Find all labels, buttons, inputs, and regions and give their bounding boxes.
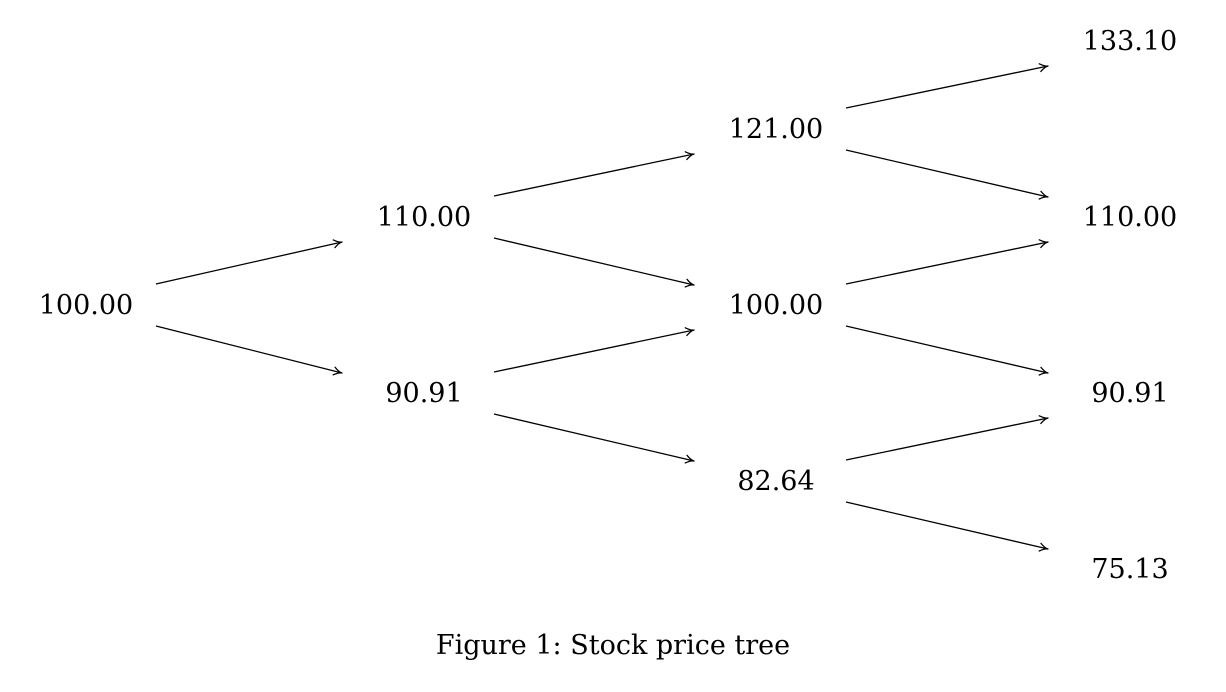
tree-edge-arrow	[155, 325, 343, 376]
tree-edge-arrow	[493, 413, 695, 464]
tree-edge-arrow	[493, 237, 695, 288]
tree-edge-arrow	[845, 501, 1049, 552]
tree-edge-arrow	[845, 325, 1049, 376]
tree-edge-arrow	[155, 239, 343, 285]
tree-node-l3-0: 133.10	[1083, 26, 1177, 57]
tree-node-l2-2: 82.64	[737, 466, 814, 497]
tree-node-l3-3: 75.13	[1091, 554, 1168, 585]
tree-edges	[155, 63, 1049, 552]
tree-node-l3-2: 90.91	[1091, 378, 1168, 409]
tree-edge-arrow	[845, 149, 1049, 200]
tree-node-l2-0: 121.00	[729, 114, 823, 145]
tree-edge-arrow	[845, 415, 1049, 461]
tree-node-l1-1: 90.91	[385, 378, 462, 409]
tree-node-l2-1: 100.00	[729, 290, 823, 321]
tree-node-l3-1: 110.00	[1083, 202, 1177, 233]
tree-edge-arrow	[845, 239, 1049, 285]
tree-node-l0-0: 100.00	[39, 290, 133, 321]
tree-edge-arrow	[493, 327, 695, 373]
tree-nodes: 100.00 110.00 90.91 121.00 100.00 82.64 133.10…	[39, 26, 1177, 585]
figure-caption: Figure 1: Stock price tree	[435, 630, 791, 661]
tree-node-l1-0: 110.00	[377, 202, 471, 233]
tree-edge-arrow	[493, 151, 695, 197]
tree-edge-arrow	[845, 63, 1049, 109]
